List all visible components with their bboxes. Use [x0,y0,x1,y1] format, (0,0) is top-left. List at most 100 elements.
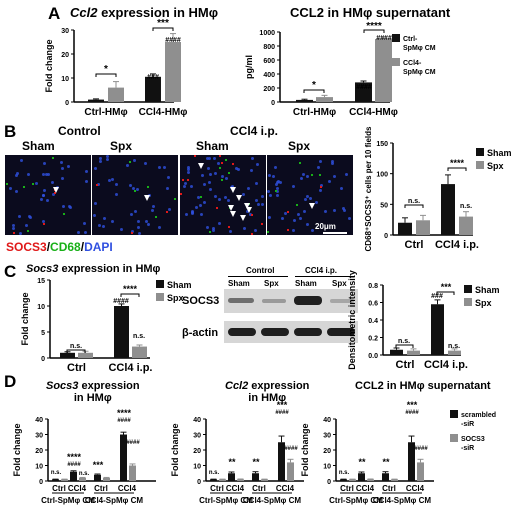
arrowhead-marker [246,207,252,213]
significance-label: n.s. [79,471,90,477]
y-tick-label-c1: 10 [37,304,45,311]
micrograph-control-spx [92,155,178,235]
y-tick-label-b: 150 [376,141,388,148]
micro-sham-label-1: Sham [22,139,55,153]
y-tick-label-d1: 20 [35,448,43,455]
arrowhead-marker [230,211,236,217]
blot-ccl4-line [295,276,355,277]
significance-bracket [66,349,86,353]
legend-label-d3: -siR [461,445,474,452]
significance-label: **** [450,158,465,168]
legend-label-c2: Sham [475,285,500,295]
bar-d1 [103,477,110,481]
micro-spx-label-2: Spx [288,139,311,153]
bar-d1 [79,477,86,481]
y-tick-label-d3: 20 [323,448,331,455]
scale-bar [323,232,347,234]
significance-label: #### [414,446,428,452]
bar-a1 [88,99,104,102]
bar-a2 [316,97,333,102]
blot-lane-sham-1: Sham [228,279,250,288]
blot-control-label: Control [246,266,275,275]
y-axis-label-a1: Fold change [44,39,54,92]
title-d1: Socs3 expression in HMφ [46,380,140,404]
significance-bracket [395,344,414,348]
x-tick-label-d1: CCl4 [118,484,137,493]
y-tick-label-a2: 600 [263,58,275,65]
x-tick-label-d2: Ctrl [210,484,224,493]
y-tick-label-c2: 0.6 [368,301,378,308]
legend-label-b: Spx [487,161,504,171]
y-axis-label-b: CD68⁺SOCS3⁺ cells per 10 fields [364,126,373,251]
significance-label: #### [126,440,140,446]
significance-label: #### [405,410,419,416]
x-tick-label-a2: Ctrl-HMφ [293,107,336,118]
legend-label-c2: Spx [475,298,492,308]
significance-label: * [312,80,316,91]
panel-label-b: B [4,122,17,141]
bar-c1 [60,352,75,358]
y-axis-label-d1: Fold change [12,423,22,476]
bar-c2 [407,350,420,355]
y-tick-label-d1: 30 [35,433,43,440]
legend-swatch-c1 [156,280,164,288]
significance-bracket [363,29,385,33]
bar-d3 [340,479,347,481]
bar-b [459,216,473,235]
y-tick-label-d1: 40 [35,417,43,424]
significance-label: n.s. [209,470,220,476]
x-tick-label-d1: Ctrl [94,484,108,493]
arrowhead-marker [198,163,204,169]
significance-label: n.s. [70,343,82,350]
significance-label: **** [123,284,138,294]
panel-label-d: D [4,372,17,391]
x-tick-label-b: CCl4 i.p. [435,239,479,251]
legend-swatch-a2 [392,58,400,66]
y-tick-label-a2: 800 [263,44,275,51]
y-tick-label-c2: 0.2 [368,336,378,343]
blot-socs3-membrane [224,289,358,313]
significance-bracket [120,293,140,297]
x-tick-label-d3: CCl4 [356,484,375,493]
blot-actin-membrane [224,321,358,343]
y-tick-label-a1: 0 [65,100,69,107]
bar-a2 [375,39,392,102]
bar-d1 [70,471,77,481]
bar-d2 [252,473,259,481]
legend-label-a2: SpMφ CM [403,69,436,76]
bar-d2 [287,462,294,481]
bar-b [416,220,430,235]
x-tick-label-d1: CCl4 [68,484,87,493]
legend-label-d3: SOCS3 [461,436,485,443]
arrowhead-marker [244,203,250,209]
bar-d2 [237,479,244,481]
x-tick-label-d2: Ctrl [252,484,266,493]
significance-label: #### [376,35,392,42]
micrograph-ccl4-spx [267,155,353,235]
x-tick-label-c2: CCl4 i.p. [424,359,468,371]
y-tick-label-a2: 400 [263,72,275,79]
bar-c1 [132,346,147,358]
significance-label: #### [67,462,81,468]
legend-swatch-d3 [450,434,458,442]
significance-label: #### [117,418,131,424]
title-a2: CCL2 in HMφ supernatant [290,5,451,20]
y-tick-label-a1: 20 [61,52,69,59]
significance-label: n.s. [339,470,350,476]
bar-d3 [358,473,365,481]
micro-spx-label-1: Spx [110,139,133,153]
significance-label: **** [67,452,82,462]
bar-d1 [61,479,68,481]
bar-b [398,222,412,235]
bar-d1 [94,474,101,481]
y-tick-label-a2: 200 [263,86,275,93]
significance-label: *** [93,460,104,470]
bar-d1 [120,434,127,481]
y-tick-label-b: 0 [384,233,388,240]
x-tick-label-d2: CCl4 [226,484,245,493]
arrowhead-marker [230,187,236,193]
y-axis-label-c1: Fold change [20,292,30,345]
arrowhead-marker [236,195,242,201]
y-tick-label-c1: 15 [37,278,45,285]
bar-d3 [382,473,389,481]
